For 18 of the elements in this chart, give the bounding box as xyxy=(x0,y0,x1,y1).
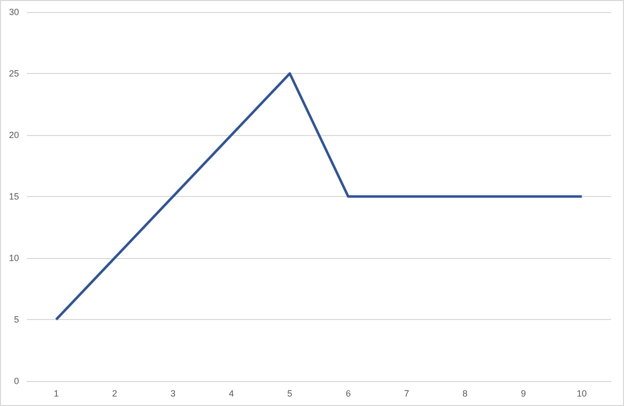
x-tick-label: 6 xyxy=(346,388,351,398)
x-tick-label: 1 xyxy=(54,388,59,398)
x-tick-label: 10 xyxy=(576,388,587,398)
y-tick-label: 5 xyxy=(14,314,19,324)
x-tick-label: 7 xyxy=(404,388,410,398)
x-tick-label: 3 xyxy=(170,388,176,398)
y-tick-label: 15 xyxy=(8,192,19,202)
x-tick-label: 5 xyxy=(287,388,292,398)
x-tick-label: 9 xyxy=(520,388,526,398)
x-tick-label: 4 xyxy=(228,388,234,398)
y-tick-label: 25 xyxy=(8,68,19,78)
y-tick-label: 0 xyxy=(14,376,19,386)
y-tick-label: 20 xyxy=(8,130,19,140)
line-series xyxy=(54,72,584,321)
y-tick-label: 30 xyxy=(8,7,19,17)
y-tick-label: 10 xyxy=(8,253,19,263)
x-tick-label: 8 xyxy=(462,388,468,398)
x-tick-label: 2 xyxy=(112,388,118,398)
